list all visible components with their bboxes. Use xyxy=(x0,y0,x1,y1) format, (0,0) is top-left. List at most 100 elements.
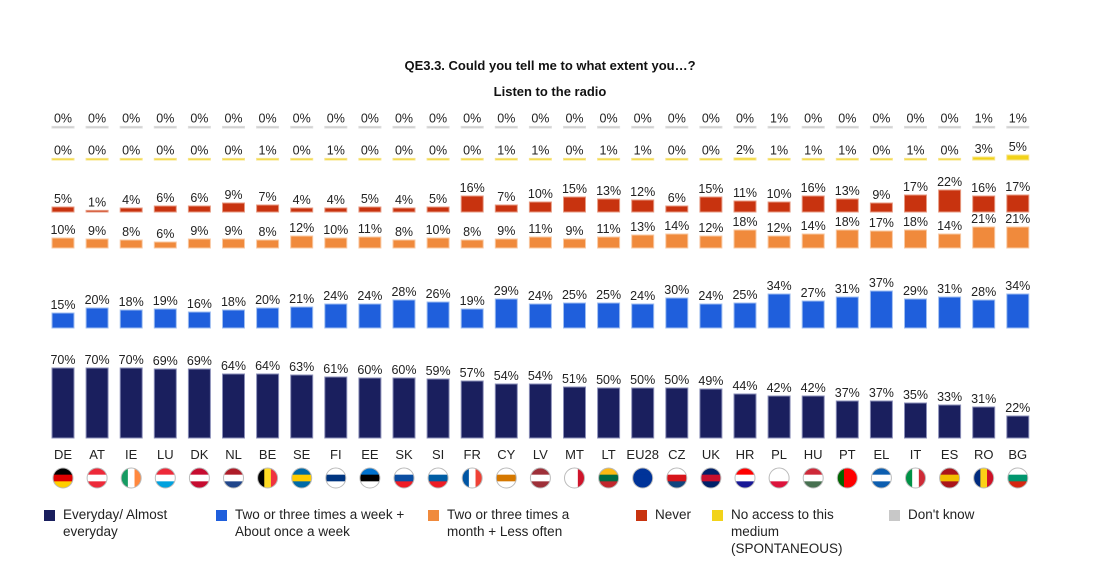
bar-monthly-lt xyxy=(597,236,621,249)
category-label-bg: BG xyxy=(1008,447,1027,462)
data-label-no-access-es: 0% xyxy=(941,143,959,157)
flag-ring xyxy=(598,467,620,489)
data-label-dont-know-mt: 0% xyxy=(565,111,583,125)
legend-swatch-red xyxy=(636,510,647,521)
bar-monthly-at xyxy=(85,238,109,249)
bar-weekly-at xyxy=(85,307,109,329)
data-label-monthly-pt: 18% xyxy=(835,215,860,229)
data-label-dont-know-cz: 0% xyxy=(668,111,686,125)
bar-no-access-ie xyxy=(119,157,143,161)
data-label-dont-know-es: 0% xyxy=(941,111,959,125)
data-label-weekly-at: 20% xyxy=(85,293,110,307)
data-label-everyday-nl: 64% xyxy=(221,359,246,373)
bar-weekly-de xyxy=(51,312,75,329)
data-label-everyday-mt: 51% xyxy=(562,372,587,386)
legend-label: Two or three times a month + Less often xyxy=(447,507,570,539)
data-label-never-es: 22% xyxy=(937,175,962,189)
data-label-dont-know-lv: 0% xyxy=(531,111,549,125)
data-label-never-si: 5% xyxy=(429,192,447,206)
category-label-lt: LT xyxy=(601,447,615,462)
bar-dont-know-lv xyxy=(528,125,552,129)
bar-weekly-it xyxy=(904,298,927,329)
bar-never-hr xyxy=(733,200,757,213)
bar-everyday-ee xyxy=(358,377,382,439)
cyprus-flag-icon xyxy=(496,468,517,488)
data-label-no-access-it: 1% xyxy=(906,143,924,157)
data-label-everyday-cy: 54% xyxy=(494,369,519,383)
slovakia-flag-icon xyxy=(394,468,414,488)
category-label-fi: FI xyxy=(330,447,342,462)
data-label-never-cy: 7% xyxy=(497,190,515,204)
bar-no-access-lt xyxy=(597,157,621,161)
bar-everyday-cy xyxy=(494,383,518,439)
bar-weekly-dk xyxy=(187,311,211,329)
data-label-everyday-se: 63% xyxy=(289,360,314,374)
flag-ring xyxy=(325,467,347,489)
data-label-no-access-fi: 1% xyxy=(327,143,345,157)
bar-dont-know-mt xyxy=(563,125,586,129)
bar-weekly-si xyxy=(426,301,450,329)
data-label-never-ee: 5% xyxy=(361,192,379,206)
bar-monthly-dk xyxy=(187,238,211,249)
bar-everyday-uk xyxy=(699,388,723,439)
finland-flag-icon xyxy=(325,468,346,488)
bar-weekly-es xyxy=(938,296,962,329)
bar-no-access-es xyxy=(938,157,962,161)
bar-dont-know-lu xyxy=(153,125,177,129)
data-label-weekly-de: 15% xyxy=(50,298,75,312)
category-label-it: IT xyxy=(910,447,922,462)
flag-ring xyxy=(836,467,858,489)
bar-monthly-lu xyxy=(153,241,177,249)
flag-ring xyxy=(1007,467,1029,489)
data-label-no-access-si: 0% xyxy=(429,143,447,157)
bar-everyday-hu xyxy=(801,395,825,439)
bar-no-access-dk xyxy=(187,157,211,161)
data-label-monthly-si: 10% xyxy=(426,223,451,237)
category-label-pt: PT xyxy=(839,447,856,462)
data-label-dont-know-sk: 0% xyxy=(395,111,413,125)
romania-flag-icon xyxy=(973,468,994,488)
data-label-no-access-pt: 1% xyxy=(838,143,856,157)
bar-everyday-fi xyxy=(324,376,348,439)
data-label-dont-know-el: 0% xyxy=(872,111,890,125)
bar-monthly-fr xyxy=(460,239,484,249)
data-label-weekly-ee: 24% xyxy=(357,289,382,303)
flag-ring xyxy=(359,467,381,489)
bar-no-access-lu xyxy=(153,157,177,161)
data-label-weekly-lu: 19% xyxy=(153,294,178,308)
bar-dont-know-el xyxy=(869,125,893,129)
bar-never-it xyxy=(904,194,927,213)
data-label-no-access-hr: 2% xyxy=(736,143,754,157)
data-label-no-access-at: 0% xyxy=(88,143,106,157)
data-label-never-cz: 6% xyxy=(668,191,686,205)
data-label-dont-know-bg: 1% xyxy=(1009,111,1027,125)
data-label-everyday-pl: 42% xyxy=(767,381,792,395)
data-label-never-pl: 10% xyxy=(767,187,792,201)
flag-ring xyxy=(666,467,688,489)
data-label-no-access-cy: 1% xyxy=(497,143,515,157)
bar-everyday-cz xyxy=(665,387,689,439)
italy-flag-icon xyxy=(905,468,926,488)
data-label-never-lu: 6% xyxy=(156,191,174,205)
data-label-monthly-cz: 14% xyxy=(664,219,689,233)
flag-ring xyxy=(52,467,74,489)
bar-no-access-lv xyxy=(528,157,552,161)
bar-never-uk xyxy=(699,196,723,213)
eu-flag-icon xyxy=(632,468,653,488)
data-label-dont-know-eu28: 0% xyxy=(634,111,652,125)
category-label-se: SE xyxy=(293,447,311,462)
flag-ring xyxy=(393,467,415,489)
bar-never-si xyxy=(426,206,450,213)
category-label-ro: RO xyxy=(974,447,994,462)
data-label-dont-know-fi: 0% xyxy=(327,111,345,125)
bar-never-ee xyxy=(358,206,382,213)
bar-no-access-mt xyxy=(563,157,586,161)
bar-weekly-pt xyxy=(835,296,859,329)
bar-everyday-si xyxy=(426,378,450,439)
data-label-never-se: 4% xyxy=(293,193,311,207)
data-label-monthly-be: 8% xyxy=(259,225,277,239)
data-label-everyday-hr: 44% xyxy=(732,379,757,393)
bar-no-access-hu xyxy=(801,157,825,161)
data-label-everyday-ro: 31% xyxy=(971,392,996,406)
bar-monthly-ee xyxy=(358,236,382,249)
